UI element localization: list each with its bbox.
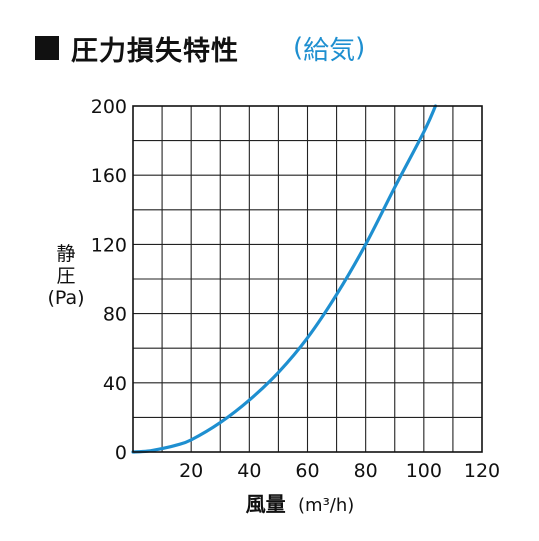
tick-labels: 0 40 80 120 160 200 20 40 60 80 100 120 (91, 96, 500, 482)
y-tick-label: 0 (115, 442, 127, 464)
y-axis-label-line2: 圧 (56, 265, 76, 287)
subtitle-close-paren: ) (355, 33, 366, 63)
x-axis-label: 風量 (m³/h) (200, 488, 400, 517)
x-tick-label: 80 (354, 460, 378, 482)
x-tick-label: 60 (295, 460, 319, 482)
y-tick-label: 160 (91, 165, 127, 187)
y-axis-label-line3: (Pa) (47, 287, 85, 309)
subtitle-open-paren: ( (293, 33, 304, 63)
x-tick-label: 20 (179, 460, 203, 482)
chart-title-text: 圧力損失特性 (71, 35, 239, 67)
y-tick-label: 80 (103, 304, 127, 326)
y-axis-label-line1: 静 (56, 243, 76, 265)
y-tick-label: 120 (91, 234, 127, 256)
series-line (131, 104, 438, 454)
y-tick-label: 40 (103, 373, 127, 395)
chart-title: 圧力損失特性 (35, 28, 239, 68)
black-square-icon (35, 36, 59, 60)
y-axis-label: 静 圧 (Pa) (40, 243, 92, 309)
x-axis-unit: (m³/h) (298, 495, 355, 516)
x-tick-label: 100 (406, 460, 442, 482)
chart-subtitle-text: 給気 (303, 35, 356, 66)
x-axis-label-text: 風量 (245, 492, 286, 516)
chart-subtitle: ( 給気 ) (293, 28, 365, 68)
x-tick-label: 40 (237, 460, 261, 482)
grid (133, 106, 482, 452)
plot-frame (132, 105, 483, 453)
x-tick-label: 120 (464, 460, 500, 482)
y-tick-label: 200 (91, 96, 127, 118)
